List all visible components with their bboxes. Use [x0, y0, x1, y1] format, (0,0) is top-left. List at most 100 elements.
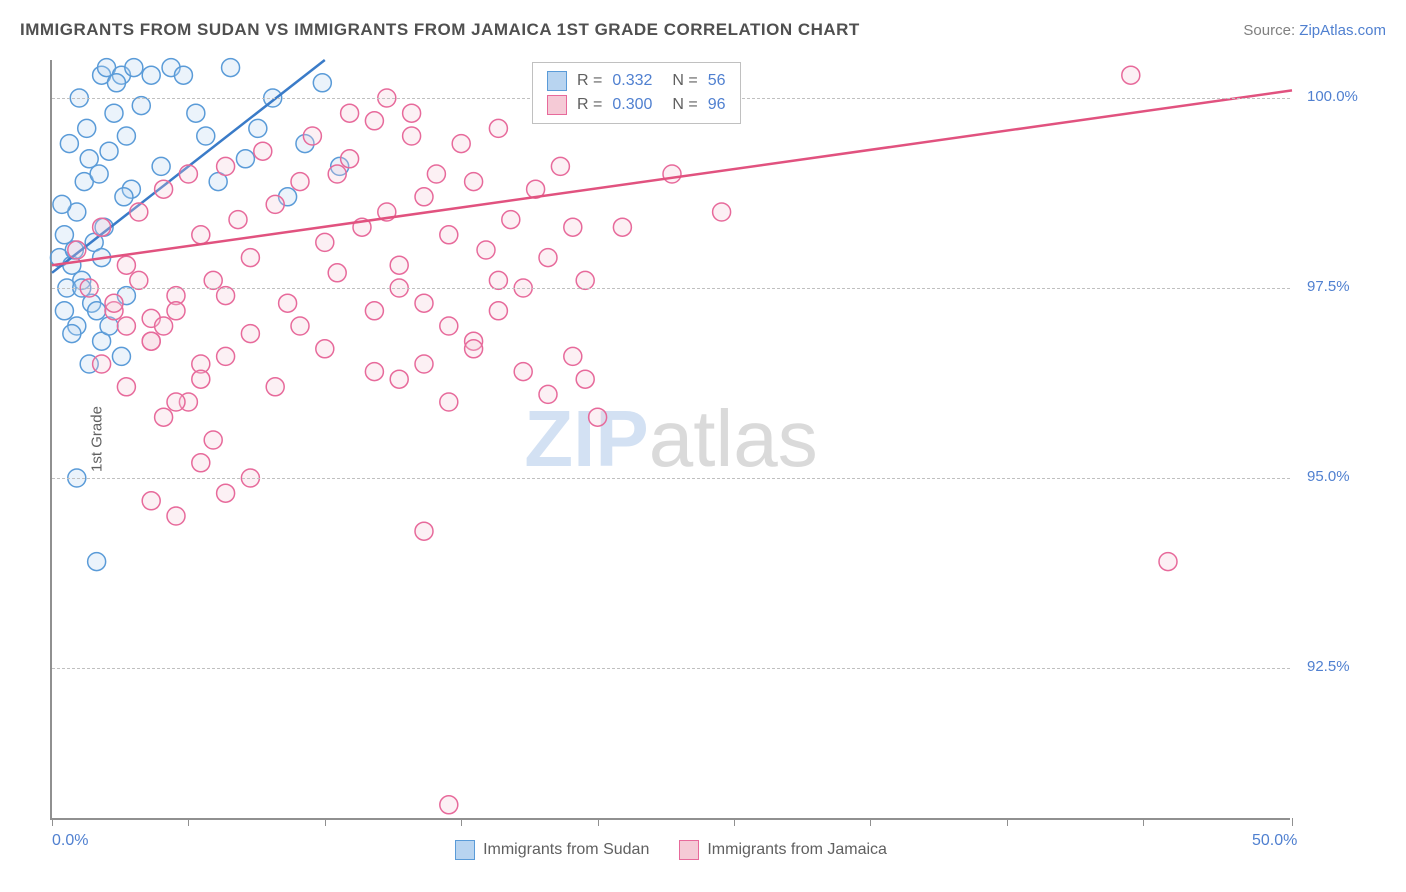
source-label: Source: — [1243, 22, 1295, 39]
data-point — [589, 408, 607, 426]
legend-swatch — [547, 71, 567, 91]
data-point — [117, 317, 135, 335]
legend-row: R =0.332N =56 — [547, 69, 726, 93]
legend-n-value: 56 — [708, 72, 726, 90]
data-point — [365, 112, 383, 130]
data-point — [167, 393, 185, 411]
source-link[interactable]: ZipAtlas.com — [1299, 22, 1386, 39]
legend-series-item: Immigrants from Jamaica — [679, 840, 887, 860]
data-point — [341, 150, 359, 168]
legend-series-label: Immigrants from Jamaica — [707, 841, 887, 859]
legend-series-label: Immigrants from Sudan — [483, 841, 649, 859]
data-point — [174, 66, 192, 84]
data-point — [192, 370, 210, 388]
scatter-svg — [52, 60, 1290, 818]
data-point — [440, 226, 458, 244]
data-point — [192, 454, 210, 472]
x-tick — [1007, 818, 1008, 826]
data-point — [132, 97, 150, 115]
y-tick-label: 100.0% — [1307, 88, 1358, 105]
data-point — [502, 211, 520, 229]
data-point — [155, 180, 173, 198]
data-point — [576, 370, 594, 388]
data-point — [328, 165, 346, 183]
data-point — [365, 302, 383, 320]
data-point — [204, 271, 222, 289]
data-point — [266, 378, 284, 396]
legend-n-value: 96 — [708, 96, 726, 114]
data-point — [60, 135, 78, 153]
x-tick — [734, 818, 735, 826]
data-point — [564, 218, 582, 236]
data-point — [465, 173, 483, 191]
data-point — [152, 157, 170, 175]
legend-r-value: 0.300 — [612, 96, 652, 114]
data-point — [155, 408, 173, 426]
data-point — [204, 431, 222, 449]
data-point — [303, 127, 321, 145]
data-point — [107, 74, 125, 92]
data-point — [167, 507, 185, 525]
chart-container: IMMIGRANTS FROM SUDAN VS IMMIGRANTS FROM… — [0, 0, 1406, 892]
x-tick — [1143, 818, 1144, 826]
data-point — [440, 796, 458, 814]
data-point — [55, 302, 73, 320]
data-point — [130, 203, 148, 221]
x-tick — [461, 818, 462, 826]
gridline — [52, 668, 1290, 669]
data-point — [197, 127, 215, 145]
legend-series-item: Immigrants from Sudan — [455, 840, 649, 860]
data-point — [78, 119, 96, 137]
series-legend: Immigrants from Sudan Immigrants from Jam… — [52, 840, 1290, 860]
plot-area: 1st Grade ZIPatlas R =0.332N =56R =0.300… — [50, 60, 1290, 820]
data-point — [241, 325, 259, 343]
data-point — [63, 325, 81, 343]
x-tick — [1292, 818, 1293, 826]
chart-title: IMMIGRANTS FROM SUDAN VS IMMIGRANTS FROM… — [20, 20, 860, 40]
data-point — [68, 241, 86, 259]
x-tick — [188, 818, 189, 826]
data-point — [222, 59, 240, 77]
data-point — [236, 150, 254, 168]
x-tick — [598, 818, 599, 826]
data-point — [1122, 66, 1140, 84]
data-point — [316, 340, 334, 358]
legend-n-label: N = — [672, 96, 697, 114]
data-point — [539, 385, 557, 403]
data-point — [489, 271, 507, 289]
data-point — [115, 188, 133, 206]
data-point — [663, 165, 681, 183]
data-point — [316, 233, 334, 251]
data-point — [142, 492, 160, 510]
data-point — [142, 332, 160, 350]
data-point — [465, 340, 483, 358]
data-point — [155, 317, 173, 335]
data-point — [142, 66, 160, 84]
y-tick-label: 97.5% — [1307, 278, 1350, 295]
data-point — [187, 104, 205, 122]
data-point — [117, 256, 135, 274]
data-point — [130, 271, 148, 289]
data-point — [217, 347, 235, 365]
data-point — [415, 294, 433, 312]
source-attribution: Source: ZipAtlas.com — [1243, 22, 1386, 39]
data-point — [291, 173, 309, 191]
data-point — [313, 74, 331, 92]
x-tick — [870, 818, 871, 826]
legend-r-label: R = — [577, 96, 602, 114]
data-point — [291, 317, 309, 335]
data-point — [452, 135, 470, 153]
data-point — [539, 249, 557, 267]
data-point — [167, 302, 185, 320]
data-point — [217, 157, 235, 175]
legend-row: R = 0.300 N = 96 — [547, 93, 726, 117]
data-point — [328, 264, 346, 282]
data-point — [415, 522, 433, 540]
legend-swatch — [455, 840, 475, 860]
data-point — [403, 104, 421, 122]
gridline — [52, 478, 1290, 479]
data-point — [53, 195, 71, 213]
data-point — [427, 165, 445, 183]
data-point — [254, 142, 272, 160]
data-point — [112, 347, 130, 365]
